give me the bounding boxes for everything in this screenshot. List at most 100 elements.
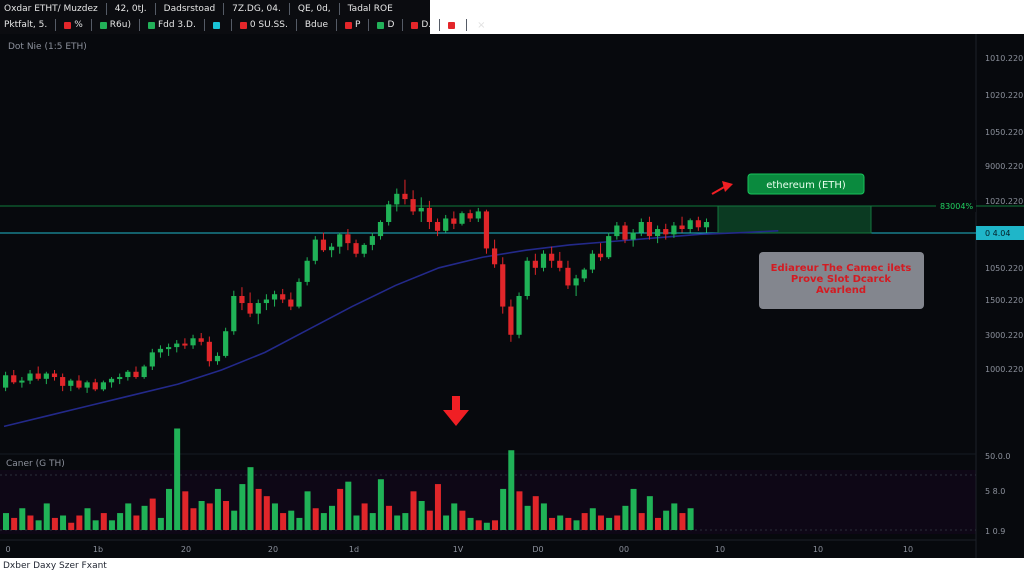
close-button[interactable]: × xyxy=(471,20,491,31)
candle-down[interactable] xyxy=(434,222,441,231)
candle-down[interactable] xyxy=(353,243,359,254)
candle-down[interactable] xyxy=(182,343,188,346)
toolbar-row2-item-4[interactable] xyxy=(209,18,227,33)
candle-down[interactable] xyxy=(206,341,212,362)
candle-up[interactable] xyxy=(630,232,636,240)
candle-down[interactable] xyxy=(508,306,514,335)
toolbar-row1-item-2[interactable]: Dadsrstoad xyxy=(160,2,220,17)
candle-down[interactable] xyxy=(198,338,204,342)
candle-up[interactable] xyxy=(386,204,392,222)
candle-down[interactable] xyxy=(92,382,98,390)
toolbar-row2-item-2[interactable]: R6u) xyxy=(96,18,135,33)
candle-down[interactable] xyxy=(565,267,571,286)
candle-down[interactable] xyxy=(695,220,701,228)
toolbar-row2-item-5[interactable]: 0 SU.SS. xyxy=(236,18,292,33)
candle-up[interactable] xyxy=(100,382,106,390)
candle-up[interactable] xyxy=(43,373,49,379)
candle-up[interactable] xyxy=(524,260,530,296)
candle-up[interactable] xyxy=(687,220,693,230)
candle-down[interactable] xyxy=(280,294,286,300)
candle-up[interactable] xyxy=(361,244,367,254)
candle-down[interactable] xyxy=(663,229,669,235)
candle-down[interactable] xyxy=(679,225,685,230)
toolbar-row1-item-4[interactable]: QE, 0d, xyxy=(294,2,335,17)
candle-down[interactable] xyxy=(402,193,408,200)
toolbar-row2-item-8[interactable]: D xyxy=(373,18,398,33)
price-chart[interactable]: 1010.220 1020.220 1050.220 9000.220 1020.220… xyxy=(0,34,1024,558)
candle-down[interactable] xyxy=(345,234,351,244)
toolbar-row2-item-9[interactable]: D. xyxy=(407,18,435,33)
candle-up[interactable] xyxy=(84,382,90,388)
toolbar-row2-item-3[interactable]: Fdd 3.D. xyxy=(144,18,200,33)
candle-down[interactable] xyxy=(60,377,66,386)
candle-down[interactable] xyxy=(646,222,653,237)
candle-down[interactable] xyxy=(76,380,82,388)
candle-up[interactable] xyxy=(589,253,595,270)
candle-up[interactable] xyxy=(614,225,620,237)
candle-down[interactable] xyxy=(426,207,432,222)
candle-up[interactable] xyxy=(394,193,400,205)
candle-up[interactable] xyxy=(581,269,587,279)
info-box[interactable] xyxy=(759,252,924,309)
candle-up[interactable] xyxy=(125,371,131,378)
candle-down[interactable] xyxy=(549,253,555,261)
toolbar-row2-item-1[interactable]: % xyxy=(60,18,87,33)
candle-down[interactable] xyxy=(320,239,327,251)
candle-up[interactable] xyxy=(671,225,677,235)
candle-down[interactable] xyxy=(247,303,253,314)
candle-up[interactable] xyxy=(443,218,449,231)
candle-up[interactable] xyxy=(141,366,147,378)
candle-down[interactable] xyxy=(500,264,506,307)
candle-up[interactable] xyxy=(271,294,278,300)
candle-up[interactable] xyxy=(27,373,33,381)
candle-up[interactable] xyxy=(149,352,155,367)
candle-up[interactable] xyxy=(190,338,196,346)
candle-up[interactable] xyxy=(263,299,269,304)
candle-up[interactable] xyxy=(304,260,310,282)
candle-up[interactable] xyxy=(231,296,237,332)
toolbar-row2-item-7[interactable]: P xyxy=(341,18,364,33)
candle-down[interactable] xyxy=(288,299,294,307)
chart-area[interactable]: 1010.220 1020.220 1050.220 9000.220 1020.220… xyxy=(0,34,1024,558)
candle-up[interactable] xyxy=(296,281,302,307)
candle-up[interactable] xyxy=(223,331,229,356)
candle-down[interactable] xyxy=(467,213,473,219)
candle-up[interactable] xyxy=(475,211,481,219)
candle-up[interactable] xyxy=(19,380,25,383)
candle-down[interactable] xyxy=(133,371,139,378)
candle-up[interactable] xyxy=(214,355,221,362)
candle-down[interactable] xyxy=(410,199,416,212)
toolbar-row1-item-3[interactable]: 7Z.DG, 04. xyxy=(228,2,285,17)
toolbar-row2-item-0[interactable]: Pktfalt, 5. xyxy=(0,18,51,33)
candle-down[interactable] xyxy=(622,225,628,240)
candle-down[interactable] xyxy=(532,260,538,268)
candle-down[interactable] xyxy=(35,373,41,379)
candle-down[interactable] xyxy=(483,211,490,249)
candle-down[interactable] xyxy=(51,373,58,378)
candle-up[interactable] xyxy=(157,348,164,353)
candle-up[interactable] xyxy=(166,347,172,350)
candle-down[interactable] xyxy=(11,375,17,383)
ethereum-label-box[interactable] xyxy=(747,173,865,195)
candle-down[interactable] xyxy=(557,260,563,268)
candle-up[interactable] xyxy=(68,380,74,386)
candle-up[interactable] xyxy=(516,296,522,335)
candle-up[interactable] xyxy=(655,229,661,237)
candle-up[interactable] xyxy=(337,234,343,247)
candle-up[interactable] xyxy=(703,222,710,228)
candle-up[interactable] xyxy=(606,236,612,258)
toolbar-row1-item-5[interactable]: Tadal ROE xyxy=(344,2,397,17)
candle-down[interactable] xyxy=(451,218,457,224)
candle-up[interactable] xyxy=(117,377,123,380)
candle-up[interactable] xyxy=(3,375,9,388)
candle-up[interactable] xyxy=(329,246,335,251)
candle-up[interactable] xyxy=(312,239,318,261)
candle-down[interactable] xyxy=(492,248,498,265)
candle-up[interactable] xyxy=(377,222,384,237)
candle-down[interactable] xyxy=(597,253,604,258)
candle-down[interactable] xyxy=(239,296,245,304)
candle-up[interactable] xyxy=(255,303,261,314)
candle-up[interactable] xyxy=(369,236,375,245)
candle-up[interactable] xyxy=(459,213,465,224)
candle-up[interactable] xyxy=(540,253,547,268)
